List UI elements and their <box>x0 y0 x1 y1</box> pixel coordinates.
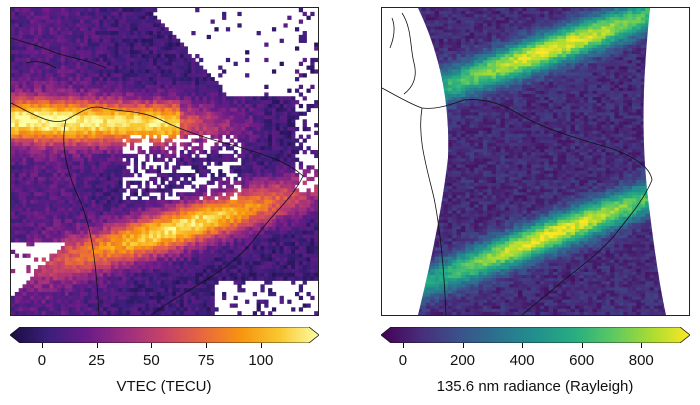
vtec-colorbar-gradient <box>10 327 319 343</box>
vtec-colorbar <box>10 327 319 343</box>
radiance-tickmark <box>462 343 464 348</box>
coastline-left <box>11 37 304 315</box>
radiance-tickmark <box>402 343 404 348</box>
coastline-right <box>382 12 653 315</box>
radiance-tick-label: 400 <box>509 352 535 369</box>
vtec-pixels <box>11 8 318 315</box>
vtec-tickmark <box>96 343 98 348</box>
radiance-tick-label: 0 <box>398 352 408 369</box>
radiance-tick-label: 600 <box>569 352 595 369</box>
radiance-map-panel <box>381 7 690 316</box>
radiance-map <box>382 8 666 315</box>
vtec-tick-label: 25 <box>88 352 105 369</box>
radiance-tickmark <box>641 343 643 348</box>
vtec-tick-label: 50 <box>143 352 160 369</box>
vtec-tickmark <box>206 343 208 348</box>
vtec-tickmark <box>260 343 262 348</box>
radiance-tickmark <box>581 343 583 348</box>
radiance-tick-label: 200 <box>449 352 476 369</box>
radiance-colorbar <box>381 327 690 343</box>
vtec-map <box>11 8 318 315</box>
vtec-tickmark <box>151 343 153 348</box>
radiance-tickmark <box>522 343 524 348</box>
vtec-tick-label: 75 <box>197 352 215 369</box>
radiance-colorbar-gradient <box>381 327 690 343</box>
vtec-tick-label: 0 <box>37 352 47 369</box>
radiance-tick-label: 800 <box>628 352 654 369</box>
radiance-pixels <box>418 8 666 315</box>
vtec-map-panel <box>10 7 319 316</box>
vtec-tickmark <box>41 343 43 348</box>
vtec-colorbar-label: VTEC (TECU) <box>116 378 212 395</box>
radiance-colorbar-label: 135.6 nm radiance (Rayleigh) <box>436 378 634 395</box>
vtec-tick-label: 100 <box>248 352 274 369</box>
